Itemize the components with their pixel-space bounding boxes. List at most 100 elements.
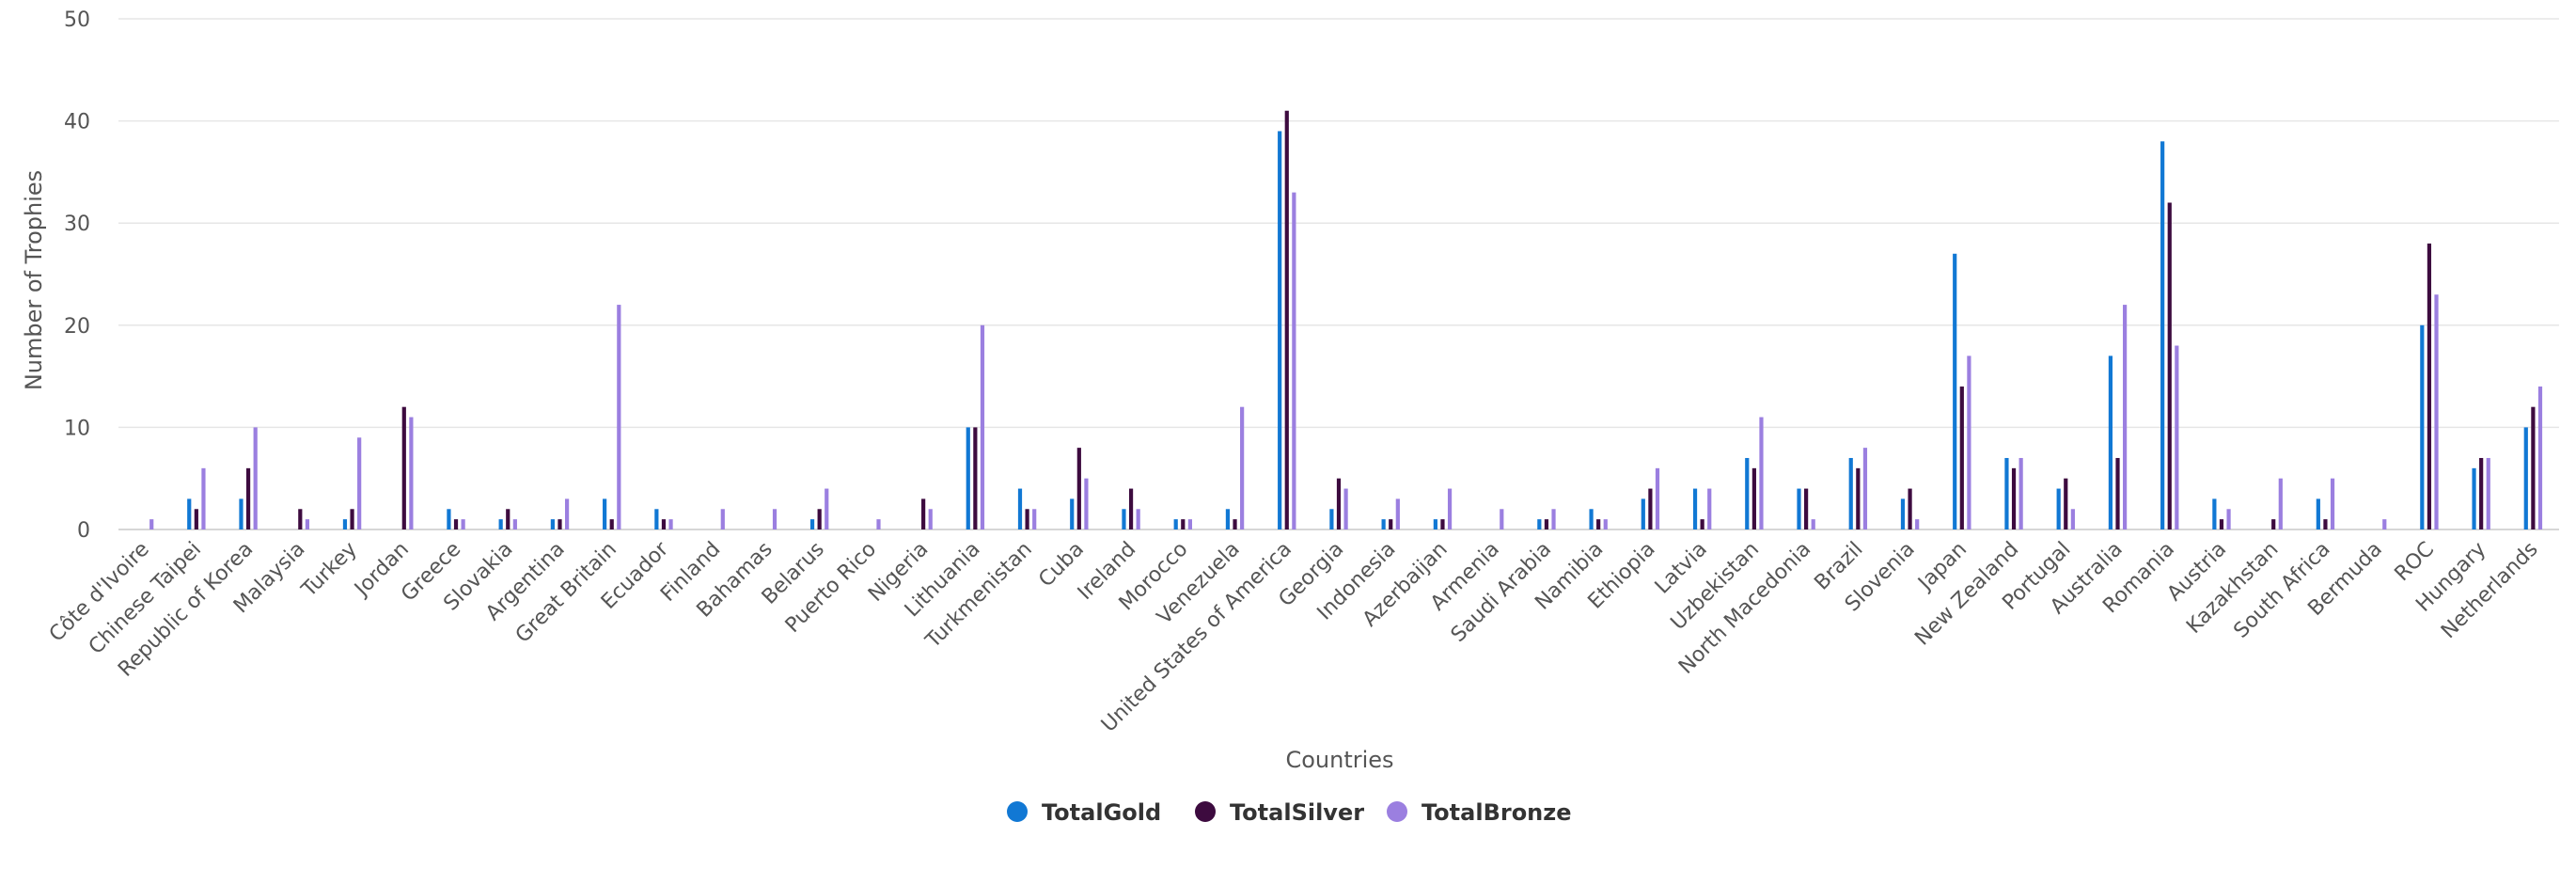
bar-totalbronze[interactable] xyxy=(512,519,517,529)
bar-totalgold[interactable] xyxy=(1381,519,1386,529)
bar-totalsilver[interactable] xyxy=(1336,478,1342,529)
bar-totalsilver[interactable] xyxy=(2219,519,2224,529)
legend-marker-totalbronze[interactable] xyxy=(1387,801,1407,822)
bar-totalbronze[interactable] xyxy=(1032,509,1037,529)
bar-totalgold[interactable] xyxy=(1329,509,1334,529)
bar-totalbronze[interactable] xyxy=(1084,478,1089,529)
bar-totalbronze[interactable] xyxy=(409,417,414,529)
bar-totalgold[interactable] xyxy=(239,498,243,529)
bar-totalbronze[interactable] xyxy=(1395,498,1400,529)
bar-totalbronze[interactable] xyxy=(1447,488,1453,529)
bar-totalgold[interactable] xyxy=(2472,467,2476,529)
bar-totalsilver[interactable] xyxy=(1908,488,1912,529)
bar-totalbronze[interactable] xyxy=(2330,478,2335,529)
bar-totalbronze[interactable] xyxy=(2486,457,2490,529)
bar-totalsilver[interactable] xyxy=(1700,519,1704,529)
bar-totalbronze[interactable] xyxy=(1655,467,1660,529)
bar-totalgold[interactable] xyxy=(2212,498,2217,529)
bar-totalgold[interactable] xyxy=(1122,509,1126,529)
bar-totalsilver[interactable] xyxy=(506,509,510,529)
bar-totalgold[interactable] xyxy=(1173,519,1178,529)
bar-totalbronze[interactable] xyxy=(1967,356,1971,529)
bar-totalsilver[interactable] xyxy=(2167,202,2172,530)
bar-totalbronze[interactable] xyxy=(2018,457,2023,529)
bar-totalsilver[interactable] xyxy=(2323,519,2328,529)
bar-totalbronze[interactable] xyxy=(2537,386,2543,529)
legend-label-totalbronze[interactable]: TotalBronze xyxy=(1422,799,1572,826)
bar-totalbronze[interactable] xyxy=(1500,509,1504,529)
bar-totalbronze[interactable] xyxy=(2175,345,2179,529)
bar-totalgold[interactable] xyxy=(2523,427,2528,529)
bar-totalbronze[interactable] xyxy=(253,427,258,529)
bar-totalgold[interactable] xyxy=(550,519,555,529)
bar-totalbronze[interactable] xyxy=(305,519,310,529)
bar-totalsilver[interactable] xyxy=(245,467,251,529)
bar-totalsilver[interactable] xyxy=(1648,488,1653,529)
bar-totalgold[interactable] xyxy=(1433,519,1437,529)
bar-totalsilver[interactable] xyxy=(1544,519,1549,529)
bar-totalsilver[interactable] xyxy=(661,519,667,529)
bar-totalbronze[interactable] xyxy=(1292,192,1296,529)
bar-totalbronze[interactable] xyxy=(1811,519,1815,529)
bar-totalbronze[interactable] xyxy=(2382,519,2387,529)
bar-totalsilver[interactable] xyxy=(1128,488,1134,529)
bar-totalbronze[interactable] xyxy=(1187,519,1192,529)
bar-totalbronze[interactable] xyxy=(1240,406,1245,529)
bar-totalbronze[interactable] xyxy=(201,467,206,529)
legend-label-totalgold[interactable]: TotalGold xyxy=(1042,799,1161,826)
bar-totalsilver[interactable] xyxy=(2115,457,2120,529)
bar-totalbronze[interactable] xyxy=(720,509,725,529)
bar-totalgold[interactable] xyxy=(1225,509,1231,529)
bar-totalbronze[interactable] xyxy=(772,509,778,529)
bar-totalbronze[interactable] xyxy=(668,519,673,529)
bar-totalgold[interactable] xyxy=(1953,253,1957,529)
bar-totalgold[interactable] xyxy=(2108,356,2113,529)
bar-totalsilver[interactable] xyxy=(921,498,926,529)
bar-totalgold[interactable] xyxy=(2056,488,2061,529)
bar-totalsilver[interactable] xyxy=(1959,386,1964,529)
bar-totalgold[interactable] xyxy=(1900,498,1906,529)
bar-totalsilver[interactable] xyxy=(350,509,354,529)
bar-totalbronze[interactable] xyxy=(461,519,465,529)
bar-totalgold[interactable] xyxy=(1641,498,1645,529)
bar-totalsilver[interactable] xyxy=(609,519,614,529)
bar-totalsilver[interactable] xyxy=(2271,519,2276,529)
bar-totalgold[interactable] xyxy=(654,509,659,529)
bar-totalgold[interactable] xyxy=(1537,519,1542,529)
bar-totalsilver[interactable] xyxy=(2064,478,2068,529)
bar-totalbronze[interactable] xyxy=(2434,294,2439,529)
bar-totalgold[interactable] xyxy=(1692,488,1698,529)
bar-totalgold[interactable] xyxy=(603,498,607,529)
bar-totalsilver[interactable] xyxy=(1284,110,1289,530)
bar-totalbronze[interactable] xyxy=(617,305,621,529)
bar-totalgold[interactable] xyxy=(1848,457,1853,529)
bar-totalbronze[interactable] xyxy=(980,324,985,529)
bar-totalbronze[interactable] xyxy=(564,498,570,529)
bar-totalbronze[interactable] xyxy=(2278,478,2283,529)
bar-totalsilver[interactable] xyxy=(2531,406,2536,529)
bar-totalsilver[interactable] xyxy=(817,509,822,529)
bar-totalgold[interactable] xyxy=(2420,324,2425,529)
bar-totalbronze[interactable] xyxy=(1603,519,1608,529)
bar-totalbronze[interactable] xyxy=(1343,488,1348,529)
bar-totalgold[interactable] xyxy=(187,498,192,529)
bar-totalbronze[interactable] xyxy=(357,437,362,529)
bar-totalbronze[interactable] xyxy=(1136,509,1140,529)
bar-totalsilver[interactable] xyxy=(2427,243,2432,529)
bar-totalsilver[interactable] xyxy=(1076,448,1081,529)
bar-totalbronze[interactable] xyxy=(825,488,829,529)
bar-totalbronze[interactable] xyxy=(1759,417,1764,529)
bar-totalsilver[interactable] xyxy=(1181,519,1186,529)
bar-totalbronze[interactable] xyxy=(149,519,154,529)
bar-totalbronze[interactable] xyxy=(2226,509,2231,529)
bar-totalsilver[interactable] xyxy=(1856,467,1861,529)
bar-totalgold[interactable] xyxy=(2316,498,2320,529)
bar-totalgold[interactable] xyxy=(809,519,815,529)
bar-totalsilver[interactable] xyxy=(2479,457,2484,529)
bar-totalsilver[interactable] xyxy=(1440,519,1445,529)
bar-totalbronze[interactable] xyxy=(1915,519,1920,529)
bar-totalsilver[interactable] xyxy=(1596,519,1601,529)
bar-totalsilver[interactable] xyxy=(401,406,406,529)
bar-totalgold[interactable] xyxy=(447,509,451,529)
bar-totalsilver[interactable] xyxy=(298,509,303,529)
